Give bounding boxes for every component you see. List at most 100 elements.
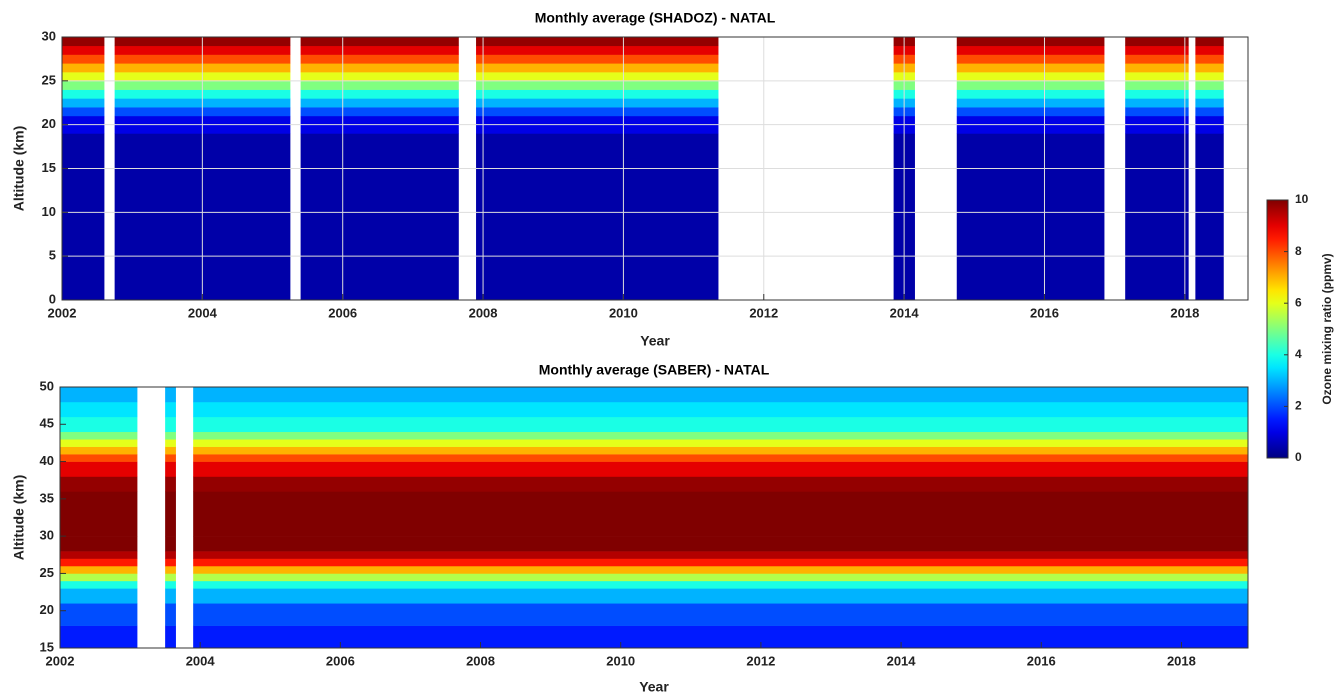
heat-cell [165,446,176,455]
y-tick-label: 45 [40,416,54,431]
heat-cell [300,80,459,90]
heat-cell [193,461,1249,477]
heat-cell [60,431,138,440]
heat-cell [1125,107,1189,117]
heat-cell [1195,107,1224,117]
x-tick-label: 2004 [186,653,216,668]
heat-cell [60,416,138,433]
heat-cell [60,476,138,492]
colorbar-label: Ozone mixing ratio (ppmv) [1320,253,1334,404]
heat-cell [956,45,1105,55]
x-tick-label: 2008 [469,305,498,320]
heat-cell [165,551,176,559]
heat-cell [193,558,1249,567]
y-axis-label: Altitude (km) [11,475,27,561]
heat-cell [60,439,138,447]
heat-cell [476,54,719,64]
chart-title: Monthly average (SHADOZ) - NATAL [535,10,776,26]
heat-cell [1125,54,1189,64]
y-tick-label: 15 [42,160,56,175]
heat-cell [165,558,176,567]
x-tick-label: 2010 [606,653,635,668]
heat-cell [193,446,1249,455]
heat-cell [476,63,719,73]
heat-cell [62,80,105,90]
heat-cell [476,107,719,117]
heat-cell [165,401,176,418]
heat-cell [1125,89,1189,99]
heat-cell [193,431,1249,440]
heat-cell [956,63,1105,73]
heat-cell [62,89,105,99]
heat-cell [165,536,176,552]
heat-cell [62,98,105,108]
heat-cell [1195,80,1224,90]
chart-title: Monthly average (SABER) - NATAL [539,362,770,378]
heat-cell [62,54,105,64]
y-axis-label: Altitude (km) [11,126,27,212]
heat-cell [956,107,1105,117]
axes-frame [61,36,1249,301]
colorbar-tick-label: 10 [1295,192,1309,206]
heat-cell [193,603,1249,626]
heat-cell [1195,45,1224,55]
heat-cell [476,89,719,99]
heat-cell [476,45,719,55]
heat-cell [62,133,105,301]
heat-cell [60,551,138,559]
heat-cell [193,588,1249,604]
heat-cell [1195,72,1224,82]
heat-cell [956,72,1105,82]
heat-cell [193,625,1249,649]
heat-cell [62,45,105,55]
x-tick-label: 2012 [749,305,778,320]
x-tick-label: 2004 [188,305,218,320]
heat-cell [476,72,719,82]
heat-cell [1195,37,1224,47]
colorbar: 0 2 4 6 8 10 Ozone mixing ratio (ppmv) [1266,192,1334,464]
x-tick-label: 2016 [1030,305,1059,320]
y-tick-label: 30 [40,528,54,543]
heat-cell [300,107,459,117]
heat-cell [165,454,176,462]
heat-cell [1125,37,1189,47]
heat-cell [300,45,459,55]
heat-cell [165,476,176,492]
heat-cell [193,476,1249,492]
heat-cell [193,454,1249,462]
heat-cell [165,625,176,649]
heat-cell [165,416,176,433]
y-tick-label: 20 [42,116,56,131]
colorbar-tick-label: 0 [1295,450,1302,464]
heat-cell [165,461,176,477]
heat-cell [193,536,1249,552]
heat-cell [60,603,138,626]
heat-cell [62,72,105,82]
heat-cell [1125,133,1189,301]
heat-cell [956,98,1105,108]
y-tick-label: 10 [42,204,56,219]
heat-cell [476,37,719,47]
heat-cell [300,133,459,301]
heat-cell [193,580,1249,589]
heat-cell [476,98,719,108]
heat-cell [956,37,1105,47]
axes-frame [59,386,1249,649]
y-tick-label: 5 [49,248,56,263]
heat-cell [1195,54,1224,64]
heat-cell [60,588,138,604]
colorbar-tick-label: 6 [1295,295,1302,309]
heat-cell [300,72,459,82]
heat-cell [476,80,719,90]
heat-cell [1195,133,1224,301]
heat-cell [193,573,1249,582]
heat-cell [1125,80,1189,90]
heat-cell [1125,72,1189,82]
heat-cell [60,446,138,455]
x-tick-label: 2014 [887,653,917,668]
heat-cell [165,588,176,604]
x-axis-label: Year [639,679,669,695]
y-tick-label: 50 [40,378,54,393]
heat-cell [1125,63,1189,73]
y-tick-label: 25 [42,72,56,87]
